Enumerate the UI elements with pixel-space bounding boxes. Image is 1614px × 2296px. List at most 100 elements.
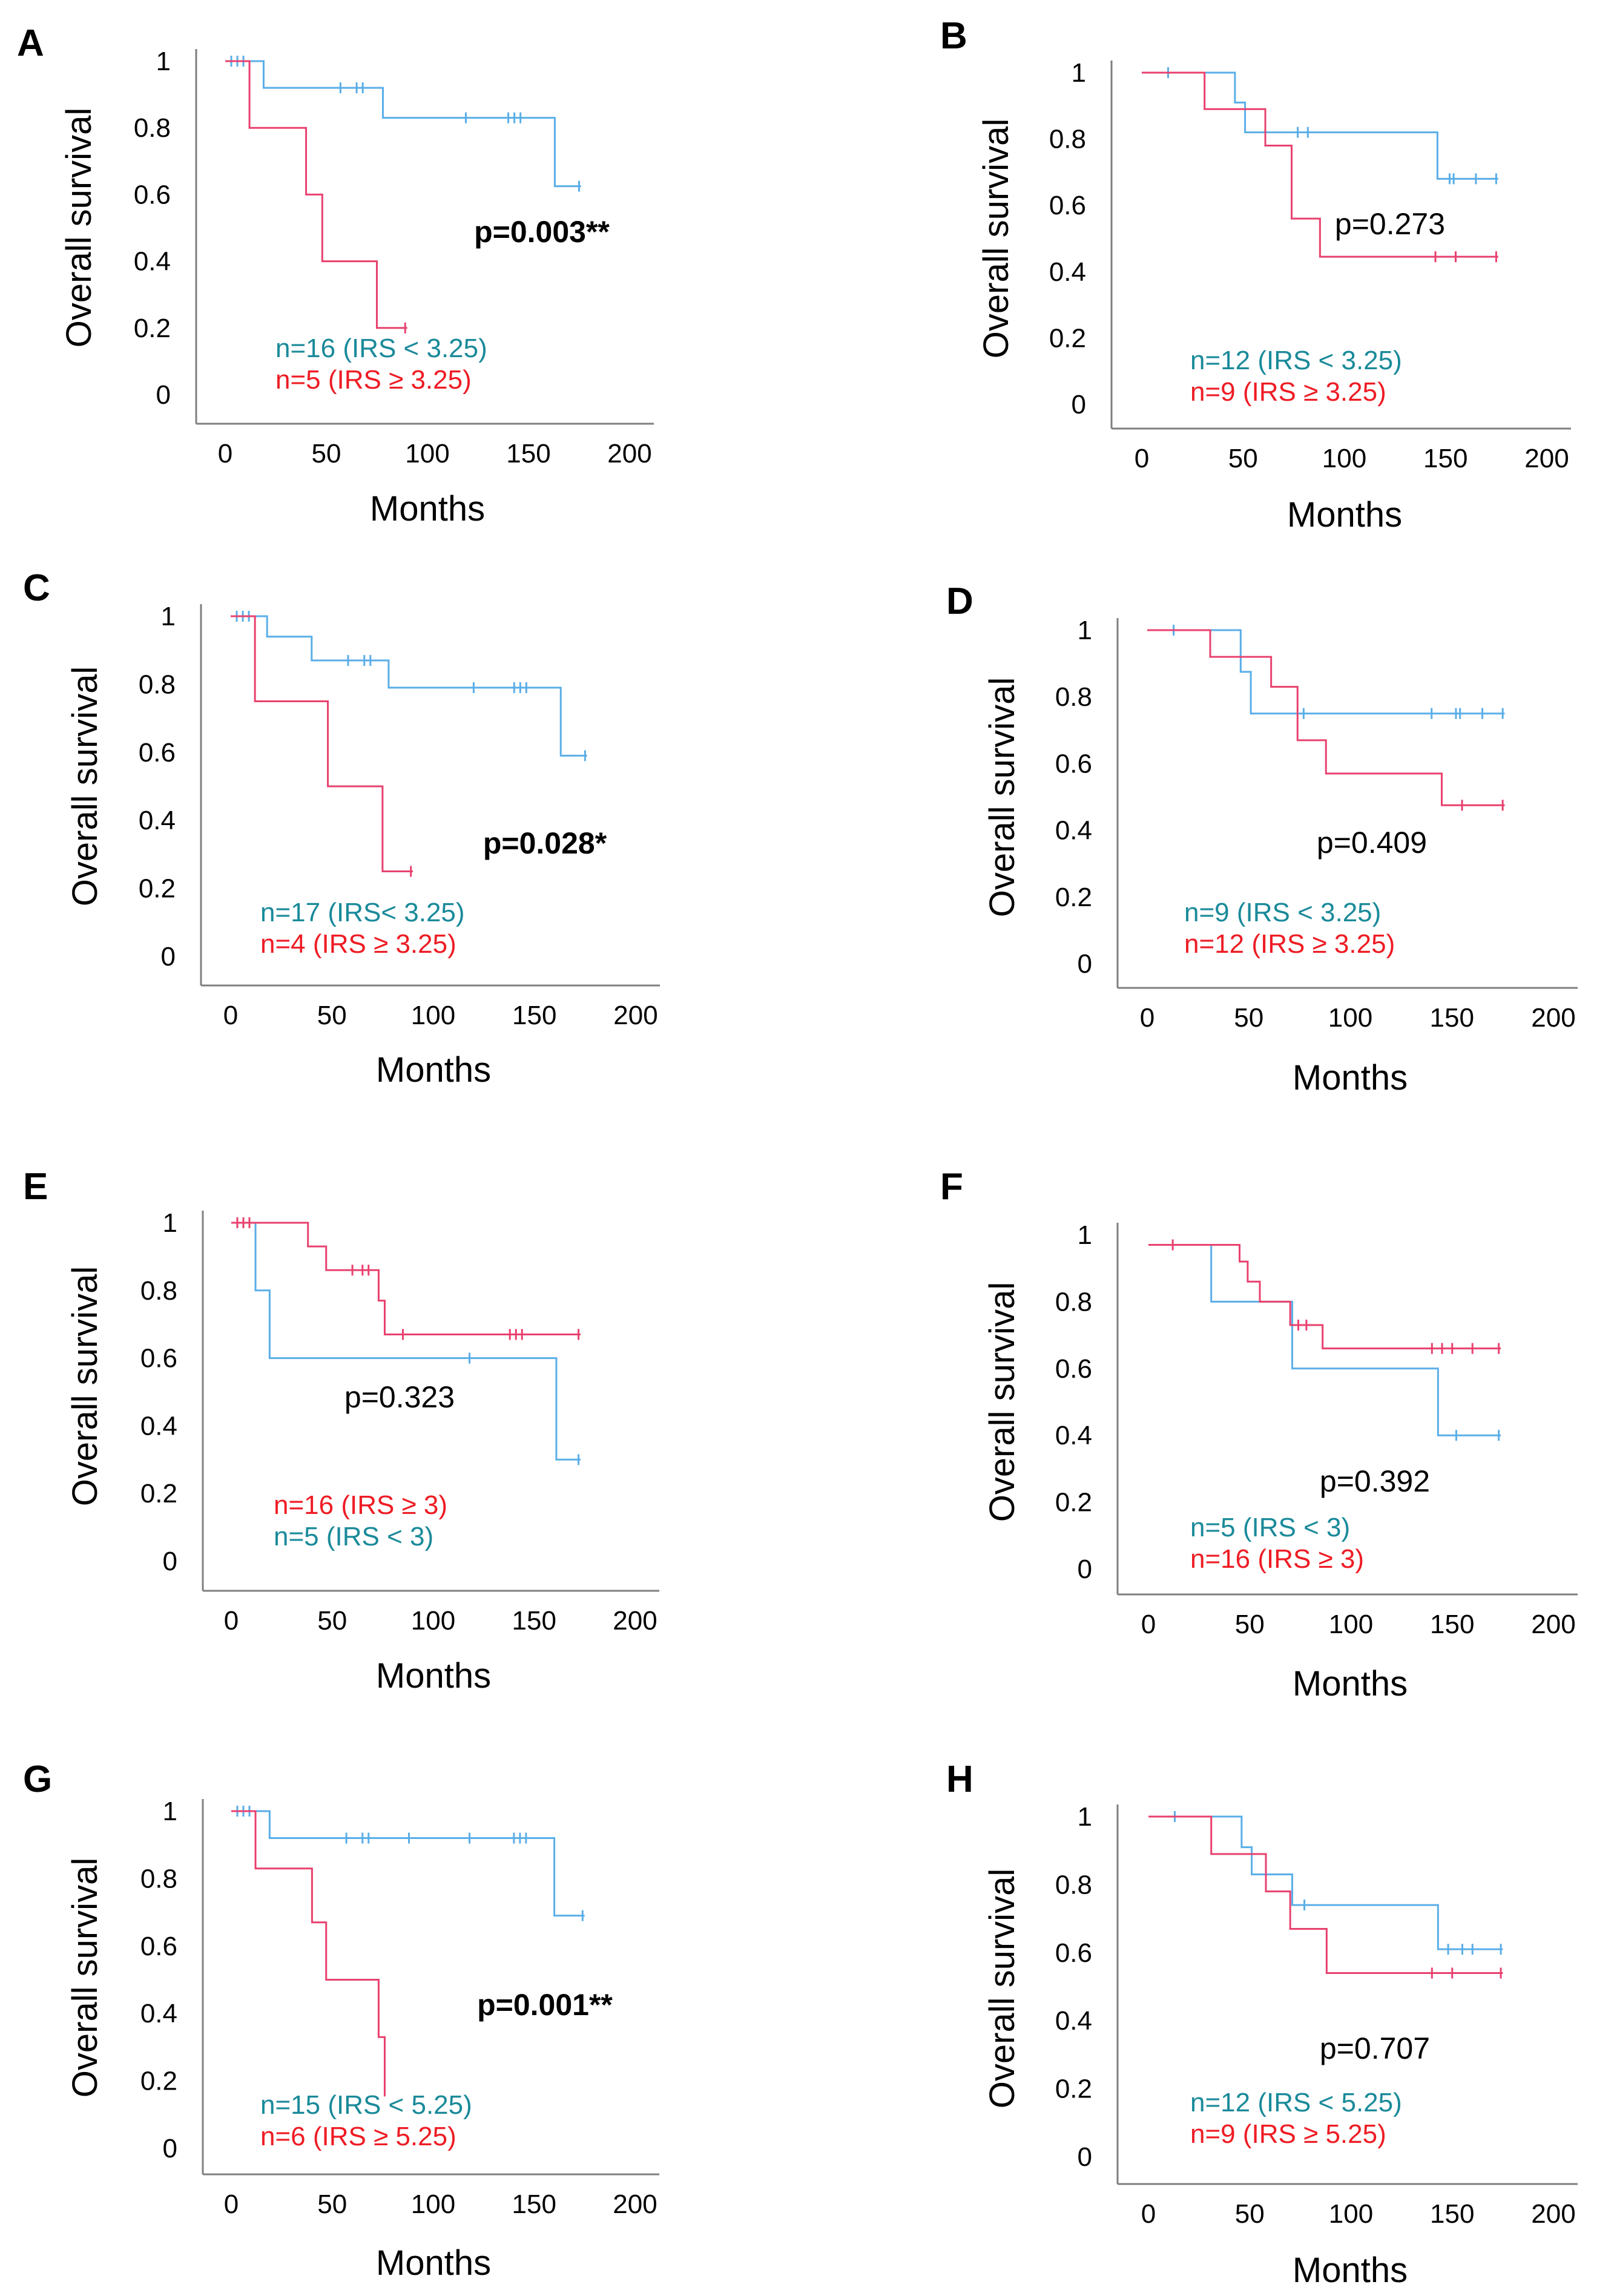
- p-value-label: p=0.707: [1320, 2031, 1430, 2065]
- panel-letter: G: [23, 1758, 52, 1800]
- x-tick-label: 200: [1531, 2199, 1575, 2229]
- p-value-label: p=0.323: [344, 1380, 455, 1414]
- panel-letter: F: [940, 1166, 963, 1208]
- y-axis-title: Overall survival: [65, 1858, 105, 2097]
- y-tick-label: 0.2: [134, 314, 171, 343]
- y-tick-label: 0.6: [1055, 1354, 1092, 1384]
- survival-curve-red: [231, 1810, 386, 2091]
- x-tick-label: 50: [317, 1606, 347, 1636]
- y-tick-label: 0.6: [139, 738, 176, 768]
- p-value-label: p=0.273: [1335, 207, 1445, 241]
- y-tick-label: 1: [161, 602, 176, 631]
- x-tick-label: 0: [1141, 1610, 1156, 1639]
- survival-curve-red: [1142, 71, 1498, 258]
- survival-curve-blue: [231, 1810, 585, 1917]
- x-tick-label: 150: [512, 1001, 556, 1030]
- y-tick-label: 0.2: [1055, 883, 1092, 912]
- y-tick-label: 1: [163, 1797, 177, 1826]
- y-tick-label: 1: [163, 1208, 177, 1238]
- y-axis-title: Overall survival: [983, 677, 1022, 917]
- y-tick-label: 0.4: [134, 247, 171, 277]
- legend-entry: n=6 (IRS ≥ 5.25): [260, 2122, 456, 2151]
- x-tick-label: 200: [613, 2189, 657, 2219]
- x-tick-label: 50: [317, 1001, 347, 1030]
- legend-entry: n=15 (IRS < 5.25): [260, 2090, 472, 2120]
- x-tick-label: 100: [405, 439, 449, 469]
- y-axis-title: Overall survival: [983, 1869, 1022, 2108]
- x-tick-label: 50: [1235, 1610, 1265, 1639]
- survival-curve-red: [1148, 1815, 1503, 1975]
- x-tick-label: 100: [1328, 1003, 1372, 1033]
- x-tick-label: 50: [317, 2189, 347, 2219]
- x-tick-label: 100: [1329, 1610, 1373, 1639]
- legend-entry: n=12 (IRS < 5.25): [1190, 2088, 1402, 2117]
- y-tick-label: 0: [1078, 2142, 1092, 2172]
- survival-curve-blue: [225, 60, 581, 188]
- x-tick-label: 100: [411, 2189, 455, 2219]
- y-tick-label: 0.6: [1055, 1938, 1092, 1968]
- survival-curve-red: [231, 615, 413, 872]
- x-tick-label: 200: [613, 1001, 657, 1030]
- legend-entry: n=5 (IRS < 3): [274, 1522, 433, 1551]
- x-tick-label: 100: [1329, 2199, 1373, 2229]
- p-value-label: p=0.003**: [474, 215, 610, 249]
- x-tick-label: 150: [1423, 444, 1467, 473]
- legend-entry: n=16 (IRS < 3.25): [275, 334, 487, 363]
- y-tick-label: 0: [161, 942, 176, 972]
- y-tick-label: 0.2: [1055, 1488, 1092, 1518]
- survival-curve-blue: [1147, 629, 1505, 715]
- y-tick-label: 0.8: [1055, 1870, 1092, 1900]
- x-tick-label: 0: [224, 1606, 239, 1636]
- x-tick-label: 0: [223, 1001, 238, 1030]
- y-tick-label: 0.8: [1055, 682, 1092, 712]
- x-tick-label: 50: [1228, 444, 1258, 473]
- survival-curve-blue: [1148, 1244, 1501, 1436]
- y-tick-label: 0.6: [1055, 749, 1092, 778]
- y-tick-label: 0.8: [134, 113, 171, 143]
- y-tick-label: 0.6: [140, 1932, 177, 1961]
- y-tick-label: 0.4: [1055, 2006, 1092, 2036]
- y-tick-label: 0.4: [140, 1411, 177, 1441]
- legend-entry: n=9 (IRS ≥ 5.25): [1190, 2119, 1386, 2149]
- x-tick-label: 0: [1135, 444, 1149, 473]
- y-tick-label: 1: [1078, 1220, 1092, 1250]
- survival-curve-red: [1148, 1244, 1501, 1350]
- y-tick-label: 0.6: [140, 1344, 177, 1373]
- x-tick-label: 200: [1531, 1610, 1575, 1639]
- y-axis-title: Overall survival: [65, 666, 105, 906]
- x-tick-label: 150: [1430, 2199, 1474, 2229]
- y-tick-label: 0.2: [140, 1479, 177, 1508]
- x-axis-title: Months: [1293, 2251, 1408, 2290]
- y-tick-label: 1: [156, 47, 171, 76]
- p-value-label: p=0.392: [1320, 1464, 1430, 1498]
- y-axis-title: Overall survival: [977, 119, 1016, 358]
- legend-entry: n=12 (IRS < 3.25): [1190, 346, 1402, 375]
- panel-letter: B: [940, 15, 967, 57]
- x-axis-title: Months: [376, 1050, 491, 1090]
- y-tick-label: 0: [163, 1547, 177, 1576]
- survival-curve-red: [1147, 629, 1505, 806]
- y-tick-label: 0: [1078, 1554, 1092, 1584]
- x-tick-label: 150: [512, 2189, 556, 2219]
- y-tick-label: 0.4: [139, 806, 176, 835]
- panel-f: F 0 0.2 0.4 0.6 0.8 1 0 50 100 150 200 Overall surv…: [940, 1166, 1578, 1703]
- x-tick-label: 0: [218, 439, 232, 469]
- x-tick-label: 100: [411, 1606, 455, 1636]
- x-tick-label: 50: [1235, 2199, 1265, 2229]
- y-tick-label: 0.4: [140, 1999, 177, 2028]
- y-tick-label: 0.4: [1055, 1421, 1092, 1450]
- y-tick-label: 1: [1078, 1802, 1092, 1832]
- x-tick-label: 200: [607, 439, 651, 469]
- x-tick-label: 200: [613, 1606, 657, 1636]
- x-tick-label: 50: [312, 439, 341, 469]
- y-tick-label: 0.8: [139, 669, 176, 699]
- survival-curve-red: [225, 60, 407, 329]
- x-axis-title: Months: [376, 2243, 491, 2283]
- panel-letter: C: [23, 567, 50, 609]
- panel-b: B 0 0.2 0.4 0.6 0.8 1 0 50 100 150 200 Overall surv…: [940, 15, 1571, 535]
- survival-curve-blue: [231, 615, 587, 757]
- legend-entry: n=17 (IRS< 3.25): [260, 898, 465, 927]
- panel-letter: H: [946, 1758, 973, 1800]
- legend-entry: n=16 (IRS ≥ 3): [274, 1490, 447, 1520]
- y-tick-label: 0.2: [1049, 323, 1086, 353]
